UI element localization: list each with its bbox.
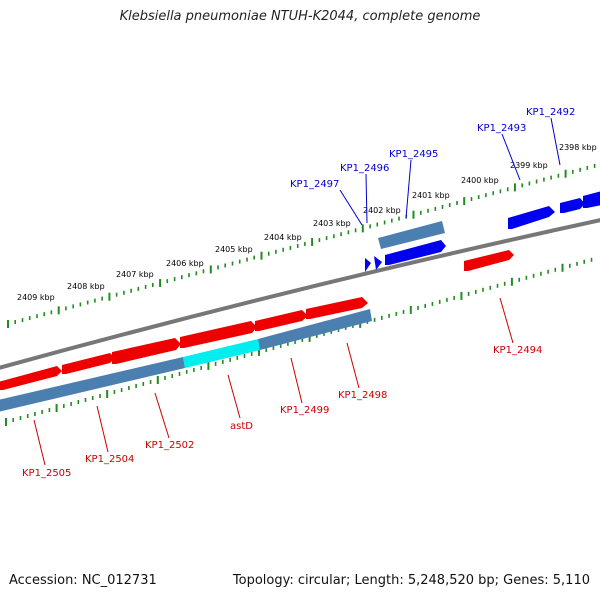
gene-label-kp1-2492[interactable]: KP1_2492 bbox=[526, 107, 575, 118]
label-leader-line bbox=[290, 357, 303, 404]
gene-label-kp1-2499[interactable]: KP1_2499 bbox=[280, 405, 329, 416]
gene-label-kp1-2497[interactable]: KP1_2497 bbox=[290, 179, 339, 190]
kbp-scale-label: 2398 kbp bbox=[559, 143, 597, 152]
label-leader-line bbox=[227, 374, 241, 419]
label-leader-line bbox=[405, 159, 412, 219]
gene-arrow-astd[interactable] bbox=[180, 321, 257, 348]
label-leader-line bbox=[501, 133, 521, 181]
kbp-scale-label: 2403 kbp bbox=[313, 219, 351, 228]
gene-label-kp1-2505[interactable]: KP1_2505 bbox=[22, 468, 71, 479]
gene-arrow-kp1-2493[interactable] bbox=[508, 206, 555, 229]
gene-label-kp1-2493[interactable]: KP1_2493 bbox=[477, 123, 526, 134]
label-leader-line bbox=[550, 117, 561, 166]
map-title: Klebsiella pneumoniae NTUH-K2044, comple… bbox=[119, 9, 481, 24]
gene-arrow-kp1-2505[interactable] bbox=[0, 366, 62, 390]
kbp-scale-label: 2401 kbp bbox=[412, 191, 450, 200]
cds-bar-right bbox=[258, 309, 372, 350]
kbp-scale-labels: 2409 kbp 2408 kbp 2407 kbp 2406 kbp 2405 kbp… bbox=[17, 143, 597, 302]
gene-arrow-kp1-2504[interactable] bbox=[62, 353, 115, 374]
genome-summary-text: Topology: circular; Length: 5,248,520 bp… bbox=[232, 573, 590, 588]
kbp-scale-label: 2404 kbp bbox=[264, 233, 302, 242]
gene-label-kp1-2498[interactable]: KP1_2498 bbox=[338, 390, 387, 401]
outer-tick-ruler bbox=[7, 163, 596, 328]
gene-label-astd[interactable]: astD bbox=[230, 421, 253, 432]
cds-feature-track bbox=[0, 221, 445, 412]
label-leader-line bbox=[346, 342, 360, 389]
gene-arrow-kp1-2492[interactable] bbox=[560, 198, 585, 213]
gene-arrow-kp1-2494[interactable] bbox=[464, 250, 514, 271]
gene-label-kp1-2496[interactable]: KP1_2496 bbox=[340, 163, 389, 174]
kbp-scale-label: 2409 kbp bbox=[17, 293, 55, 302]
cds-bar-left bbox=[0, 357, 185, 412]
gene-label-kp1-2495[interactable]: KP1_2495 bbox=[389, 149, 438, 160]
gene-arrow-edge[interactable] bbox=[583, 191, 600, 208]
accession-text: Accession: NC_012731 bbox=[9, 573, 157, 588]
label-leader-line bbox=[499, 297, 514, 344]
gene-label-leaders bbox=[33, 117, 561, 466]
kbp-scale-label: 2406 kbp bbox=[166, 259, 204, 268]
gene-arrow-kp1-2502[interactable] bbox=[112, 338, 181, 364]
gene-label-kp1-2502[interactable]: KP1_2502 bbox=[145, 440, 194, 451]
kbp-scale-label: 2408 kbp bbox=[67, 282, 105, 291]
gene-arrow-kp1-2498[interactable] bbox=[306, 297, 368, 319]
cds-bar-astd[interactable] bbox=[183, 339, 260, 368]
gene-arrow-kp1-2496[interactable] bbox=[374, 256, 382, 270]
kbp-scale-label: 2400 kbp bbox=[461, 176, 499, 185]
forward-gene-track bbox=[365, 191, 600, 272]
kbp-scale-label: 2399 kbp bbox=[510, 161, 548, 170]
label-leader-line bbox=[96, 405, 109, 453]
label-leader-line bbox=[339, 189, 363, 226]
cds-bar-upper bbox=[378, 221, 445, 249]
gene-label-kp1-2504[interactable]: KP1_2504 bbox=[85, 454, 134, 465]
inner-tick-ruler bbox=[5, 257, 593, 426]
kbp-scale-label: 2405 kbp bbox=[215, 245, 253, 254]
label-leader-line bbox=[365, 173, 368, 224]
genome-backbone bbox=[0, 218, 600, 370]
label-leader-line bbox=[154, 392, 170, 439]
gene-arrow-kp1-2495[interactable] bbox=[385, 240, 446, 265]
gene-arrow-kp1-2499[interactable] bbox=[255, 310, 308, 331]
kbp-scale-label: 2402 kbp bbox=[363, 206, 401, 215]
gene-arrow-kp1-2497[interactable] bbox=[365, 258, 371, 272]
label-leader-line bbox=[33, 419, 46, 466]
reverse-gene-track bbox=[0, 250, 514, 390]
gene-label-kp1-2494[interactable]: KP1_2494 bbox=[493, 345, 542, 356]
kbp-scale-label: 2407 kbp bbox=[116, 270, 154, 279]
